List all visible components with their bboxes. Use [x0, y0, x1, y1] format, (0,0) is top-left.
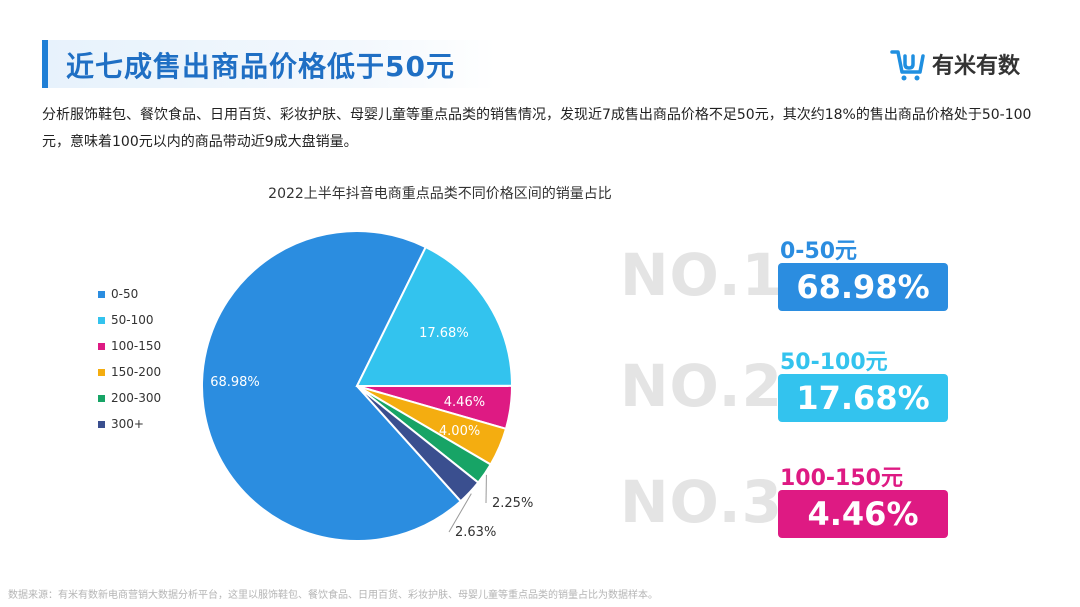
rank-range-label: 50-100元: [780, 350, 888, 375]
legend-label: 200-300: [111, 391, 162, 405]
rank-value-box: 68.98%: [778, 263, 948, 311]
title-accent-bar: [42, 40, 48, 88]
rank-number: NO.2: [620, 352, 783, 420]
pie-chart: 68.98% 17.68% 4.46% 4.00% 2.25% 2.63%: [201, 230, 533, 542]
rank-value-box: 4.46%: [778, 490, 948, 538]
legend-item: 300+: [98, 411, 161, 437]
legend-label: 100-150: [111, 339, 162, 353]
chart-legend: 0-50 50-100 100-150 150-200 200-300 300+: [98, 281, 161, 437]
data-source-note: 数据来源：有米有数新电商营销大数据分析平台，这里以服饰鞋包、餐饮食品、日用百货、…: [8, 590, 658, 601]
legend-item: 200-300: [98, 385, 161, 411]
pie-slice-50-100: [355, 245, 514, 388]
legend-label: 300+: [111, 417, 144, 431]
rank-card-3: NO.3 100-150元 4.46%: [620, 460, 960, 560]
page-title: 近七成售出商品价格低于50元: [66, 50, 455, 83]
legend-label: 0-50: [111, 287, 139, 301]
legend-item: 50-100: [98, 307, 161, 333]
pie-slice-0-50: [201, 230, 463, 542]
brand-logo: 有米有数: [888, 44, 1020, 84]
pie-leader-line: [448, 493, 472, 533]
pie-slice-300+: [356, 385, 480, 503]
legend-swatch: [98, 290, 105, 298]
legend-item: 150-200: [98, 359, 161, 385]
rank-card-1: NO.1 0-50元 68.98%: [620, 233, 960, 333]
rank-range-label: 0-50元: [780, 239, 858, 264]
legend-swatch: [98, 342, 105, 350]
rank-range-label: 100-150元: [780, 466, 903, 491]
legend-item: 0-50: [98, 281, 161, 307]
cart-logo-icon: [890, 50, 925, 81]
legend-swatch: [98, 394, 105, 402]
rank-number: NO.3: [620, 468, 783, 536]
chart-title: 2022上半年抖音电商重点品类不同价格区间的销量占比: [268, 186, 612, 202]
legend-label: 150-200: [111, 365, 162, 379]
pie-data-label: 4.00%: [439, 424, 480, 439]
pie-data-label: 2.25%: [492, 496, 533, 511]
rank-card-2: NO.2 50-100元 17.68%: [620, 344, 960, 444]
title-band: [48, 40, 496, 88]
legend-swatch: [98, 368, 105, 376]
legend-swatch: [98, 316, 105, 324]
rank-number: NO.1: [620, 241, 783, 309]
rank-value-box: 17.68%: [778, 374, 948, 422]
intro-paragraph: 分析服饰鞋包、餐饮食品、日用百货、彩妆护肤、母婴儿童等重点品类的销售情况，发现近…: [42, 107, 1032, 150]
legend-swatch: [98, 420, 105, 428]
legend-label: 50-100: [111, 313, 154, 327]
pie-data-label: 68.98%: [210, 375, 260, 390]
pie-data-label: 2.63%: [455, 525, 496, 540]
pie-data-label: 4.46%: [444, 395, 485, 410]
legend-item: 100-150: [98, 333, 161, 359]
pie-data-label: 17.68%: [419, 326, 469, 341]
logo-text: 有米有数: [932, 54, 1021, 79]
